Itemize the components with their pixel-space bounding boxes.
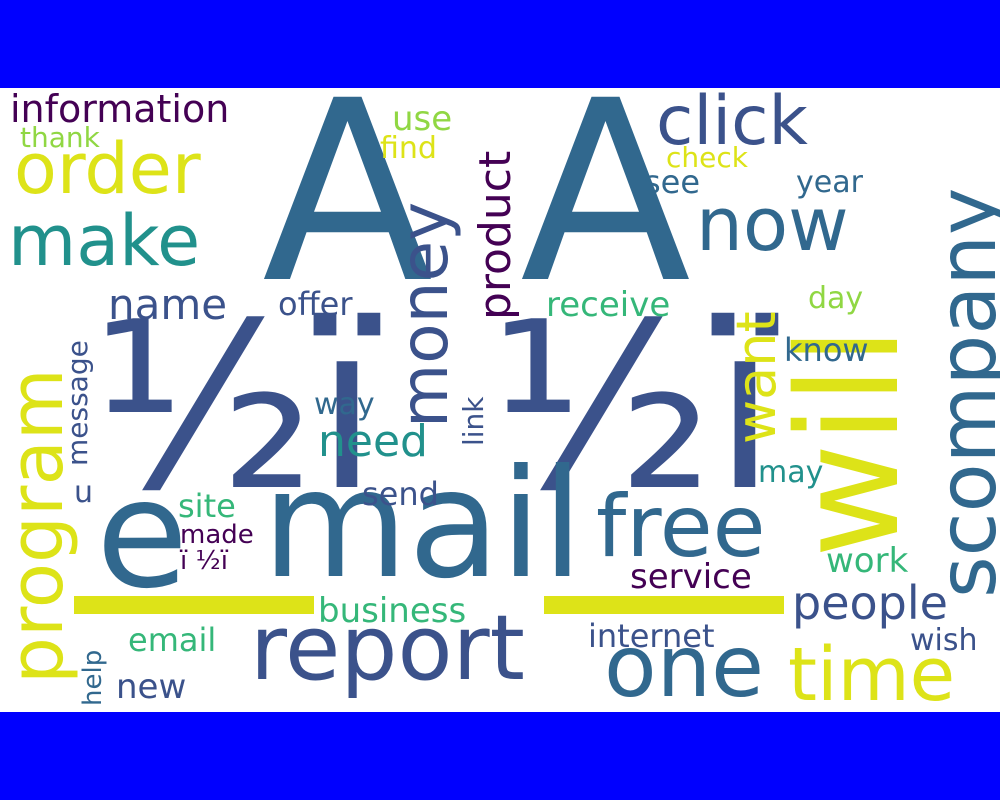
word-cloud: Â Â ½ï ½ï mail e will scompany money pro… [0,88,1000,712]
word-site: site [178,487,236,525]
word-i-half-i: ï ½ï [180,546,228,576]
word-help: help [78,649,108,706]
word-name: name [108,280,228,329]
word-half-i-2: ½ï [490,275,777,542]
word-scompany: scompany [921,187,1000,598]
word-people: people [792,576,948,630]
word-product: product [470,150,521,320]
word-e: e [96,448,189,622]
word-a-circumflex-2: Â [520,88,692,338]
word-time: time [788,632,956,712]
word-free: free [596,477,766,577]
underscore-mark-1 [74,596,314,614]
word-know: know [784,331,869,369]
word-use: use [392,99,453,139]
word-wish: wish [910,623,978,658]
word-new: new [116,667,187,707]
word-order: order [14,128,201,210]
word-service: service [630,557,752,597]
word-work: work [826,541,909,581]
word-click: click [656,88,808,161]
word-made: made [180,520,254,550]
word-a-circumflex-1: Â [262,88,434,338]
bottom-border-bar [0,712,1000,800]
word-message: message [61,340,94,466]
word-day: day [808,281,864,316]
word-thank: thank [20,121,100,154]
word-email: email [128,621,217,659]
word-one: one [604,617,765,712]
word-check: check [666,141,748,174]
word-mail: mail [262,438,584,612]
word-half-i-1: ½ï [92,275,379,542]
top-border-bar [0,0,1000,88]
word-send: send [362,475,439,513]
word-make: make [8,200,201,282]
underscore-mark-2 [544,596,784,614]
word-need: need [318,416,428,467]
word-way: way [314,387,375,422]
word-find: find [380,131,437,166]
word-now: now [696,182,849,268]
word-see: see [644,163,701,201]
word-offer: offer [278,285,353,323]
word-information: information [10,88,230,131]
word-report: report [250,596,525,701]
word-u: u [74,475,94,510]
word-money: money [386,201,463,428]
word-receive: receive [546,285,671,325]
word-internet: internet [588,617,715,655]
word-want: want [725,311,788,444]
word-year: year [796,165,863,200]
word-link: link [457,396,490,446]
word-business: business [318,591,467,631]
word-may: may [758,455,824,490]
